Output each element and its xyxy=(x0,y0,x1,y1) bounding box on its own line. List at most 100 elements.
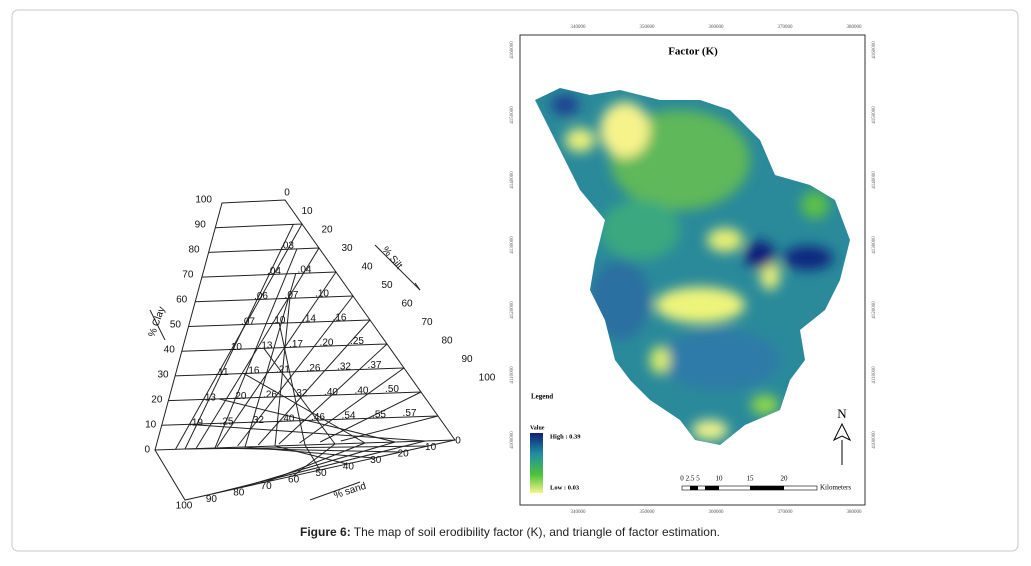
silt-tick: 30 xyxy=(341,243,353,254)
clay-tick: 10 xyxy=(145,420,157,431)
sand-grid-up xyxy=(243,373,366,444)
sand-tick: 100 xyxy=(176,501,193,512)
silt-tick: 90 xyxy=(461,354,473,365)
clay-tick: 70 xyxy=(182,270,194,281)
silt-grid xyxy=(216,271,337,448)
legend-low: Low : 0.03 xyxy=(550,484,580,491)
legend-ramp xyxy=(530,433,543,493)
y-coord-right: 4110000 xyxy=(872,366,877,384)
clay-grid xyxy=(181,343,388,352)
clay-grid xyxy=(175,367,405,377)
y-coord-left: 4120000 xyxy=(510,301,515,319)
clay-grid xyxy=(161,415,439,426)
sand-tick: 70 xyxy=(261,481,273,492)
silt-tick: 60 xyxy=(401,299,413,310)
sand-grid xyxy=(211,440,426,495)
k-value: .10 xyxy=(228,342,242,353)
caption-text: The map of soil erodibility factor (K), … xyxy=(351,525,720,539)
k-value: .26 xyxy=(263,390,277,401)
sand-tick: 30 xyxy=(370,455,382,466)
silt-arrow xyxy=(374,244,421,291)
y-coord-left: 4140000 xyxy=(510,171,515,189)
k-value: .16 xyxy=(333,312,347,323)
k-value: .40 xyxy=(324,387,338,398)
clay-tick: 30 xyxy=(157,370,169,381)
k-value: .04 xyxy=(267,266,281,277)
silt-tick: 100 xyxy=(479,373,496,384)
sand-tick: 40 xyxy=(343,462,355,473)
x-coord-top: 340000 xyxy=(571,25,587,30)
scale-label: 2.5 xyxy=(686,475,695,483)
k-value: .46 xyxy=(311,412,325,423)
k-value: .26 xyxy=(307,363,321,374)
clay-grid xyxy=(208,247,320,253)
sand-tick: 50 xyxy=(315,468,327,479)
x-coord-top: 350000 xyxy=(640,25,656,30)
silt-grid xyxy=(257,319,371,446)
y-coord-left: 4110000 xyxy=(510,366,515,384)
scale-bar xyxy=(681,485,818,491)
silt-tick: 0 xyxy=(284,188,290,199)
silt-arrow-head xyxy=(414,282,421,291)
k-value: .10 xyxy=(315,288,329,299)
x-coord-top: 360000 xyxy=(709,25,725,30)
clay-grid xyxy=(215,223,303,229)
k-value: .57 xyxy=(403,408,417,419)
sand-grid-up xyxy=(244,273,297,448)
k-value: .07 xyxy=(285,290,299,301)
clay-tick: 20 xyxy=(151,395,163,406)
legend-title: Legend xyxy=(531,393,553,401)
north-label: N xyxy=(837,406,847,421)
y-coord-right: 4140000 xyxy=(872,171,877,189)
silt-tick: 70 xyxy=(421,317,433,328)
caption-label: Figure 6: xyxy=(300,525,351,539)
k-value: .20 xyxy=(320,338,334,349)
caption: Figure 6: The map of soil erodibility fa… xyxy=(300,525,720,539)
scale-label: 15 xyxy=(747,475,755,483)
north-arrow xyxy=(832,422,852,465)
scale-label: 5 xyxy=(696,475,700,483)
silt-tick: 20 xyxy=(321,225,333,236)
k-value: .04 xyxy=(298,265,312,276)
k-value: .11 xyxy=(215,367,229,378)
k-value: .54 xyxy=(342,411,356,422)
y-coord-right: 4160000 xyxy=(872,41,877,59)
k-value: .19 xyxy=(189,418,203,429)
triangle-lines xyxy=(154,199,456,501)
scale-label: 20 xyxy=(781,475,789,483)
legend-high: High : 0.39 xyxy=(550,433,581,440)
x-coord-top: 370000 xyxy=(778,25,794,30)
k-value: .55 xyxy=(372,409,386,420)
y-coord-left: 4130000 xyxy=(510,236,515,254)
x-coord-bottom: 340000 xyxy=(571,510,587,515)
scale-label: 0 xyxy=(680,475,684,483)
sand-tick: 90 xyxy=(206,494,218,505)
clay-arrow xyxy=(149,309,166,341)
y-coord-right: 4150000 xyxy=(872,106,877,124)
x-coord-bottom: 370000 xyxy=(778,510,794,515)
clay-tick: 100 xyxy=(195,195,212,206)
sand-tick: 60 xyxy=(288,475,300,486)
k-value: .25 xyxy=(350,336,364,347)
k-value: .13 xyxy=(259,340,273,351)
scale-unit: Kilometers xyxy=(820,484,851,492)
sand-tick: 0 xyxy=(455,436,461,447)
clay-tick: 90 xyxy=(195,220,207,231)
k-value: .13 xyxy=(202,392,216,403)
clay-tick: 0 xyxy=(144,445,150,456)
k-value: .21 xyxy=(276,364,290,375)
k-value: .10 xyxy=(272,315,286,326)
frame xyxy=(11,9,1019,552)
k-value: .17 xyxy=(289,339,303,350)
silt-grid xyxy=(319,391,422,443)
clay-grid xyxy=(168,391,422,402)
clay-grid xyxy=(195,295,354,303)
k-value: .40 xyxy=(355,385,369,396)
k-value: .37 xyxy=(368,360,382,371)
y-coord-right: 4100000 xyxy=(872,431,877,449)
sand-grid-up xyxy=(189,423,426,442)
silt-grid xyxy=(278,343,388,445)
k-value: .32 xyxy=(337,362,351,373)
x-coord-bottom: 360000 xyxy=(709,510,725,515)
value-title: Value xyxy=(530,425,545,431)
